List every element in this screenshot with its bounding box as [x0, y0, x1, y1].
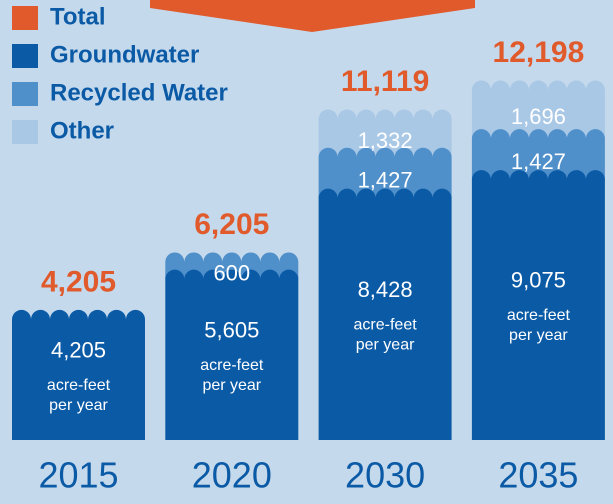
- total-label: 12,198: [493, 36, 585, 69]
- legend-swatch: [12, 120, 38, 144]
- unit-label: acre-feet: [47, 377, 111, 394]
- segment-label: 1,696: [511, 104, 566, 129]
- total-label: 11,119: [341, 65, 429, 98]
- total-label: 4,205: [41, 265, 116, 298]
- x-tick-label: 2035: [498, 455, 578, 496]
- bar-segment: [165, 269, 299, 440]
- total-label: 6,205: [194, 208, 269, 241]
- bar-segment: [12, 309, 145, 440]
- legend-swatch: [12, 6, 38, 30]
- segment-label: 5,605: [204, 317, 259, 342]
- bar-segment: [318, 188, 452, 440]
- x-tick-label: 2020: [192, 455, 272, 496]
- legend-label: Total: [50, 3, 106, 30]
- unit-label: per year: [202, 377, 261, 394]
- unit-label: acre-feet: [354, 316, 418, 333]
- bar-segment: [471, 170, 605, 440]
- segment-label: 1,332: [358, 128, 413, 153]
- legend-swatch: [12, 44, 38, 68]
- segment-label: 1,427: [511, 149, 566, 174]
- unit-label: per year: [49, 397, 108, 414]
- unit-label: per year: [356, 336, 415, 353]
- arrow-decoration: [150, 0, 475, 32]
- segment-label: 9,075: [511, 268, 566, 293]
- unit-label: acre-feet: [507, 307, 571, 324]
- segment-label: 600: [213, 260, 250, 285]
- legend-swatch: [12, 82, 38, 106]
- x-tick-label: 2015: [38, 455, 118, 496]
- segment-label: 8,428: [358, 277, 413, 302]
- segment-label: 4,205: [51, 337, 106, 362]
- bar-segment: [471, 80, 605, 139]
- unit-label: per year: [509, 327, 568, 344]
- unit-label: acre-feet: [200, 357, 264, 374]
- legend-label: Groundwater: [50, 41, 199, 68]
- bar-segment: [318, 147, 452, 199]
- legend-label: Other: [50, 117, 114, 144]
- legend-label: Recycled Water: [50, 79, 228, 106]
- bar-segment: [471, 129, 605, 180]
- segment-label: 1,427: [358, 168, 413, 193]
- x-tick-label: 2030: [345, 455, 425, 496]
- bar-segment: [318, 109, 452, 158]
